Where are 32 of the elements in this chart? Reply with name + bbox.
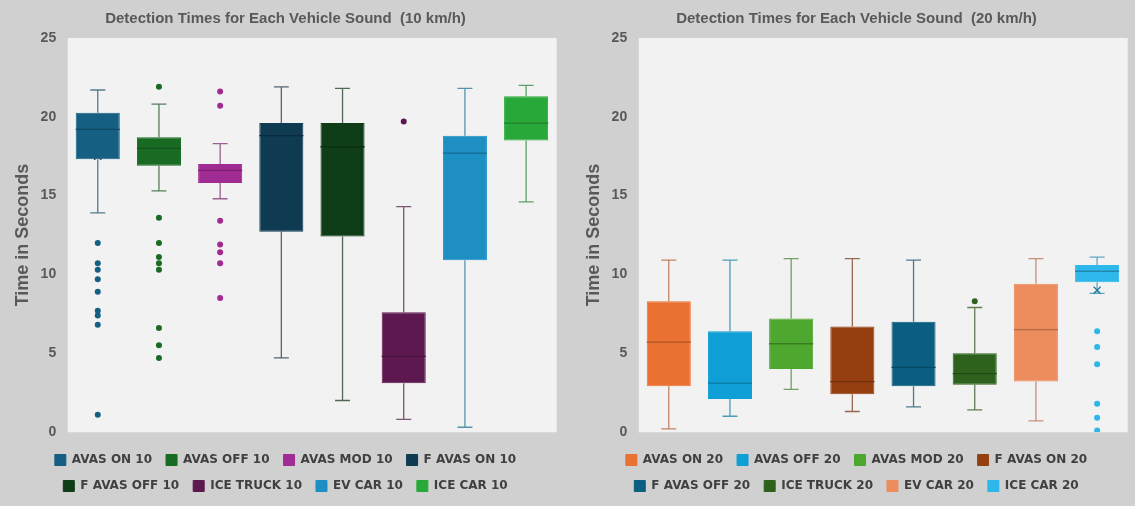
y-tick-label: 15	[611, 186, 628, 203]
legend-label: AVAS OFF 10	[183, 452, 270, 467]
y-axis-title: Time in Seconds	[582, 163, 603, 307]
legend-label: AVAS ON 10	[71, 452, 153, 467]
legend-label: F AVAS OFF 10	[80, 478, 180, 493]
y-tick-label: 10	[40, 265, 57, 282]
y-tick-label: 5	[619, 344, 628, 361]
legend-label: ICE CAR 20	[1004, 478, 1079, 493]
legend-label: ICE TRUCK 10	[210, 478, 302, 493]
legend-label: F AVAS ON 20	[994, 452, 1088, 467]
y-tick-label: 20	[611, 107, 628, 124]
y-tick-label: 25	[611, 28, 628, 45]
chart-title: Detection Times for Each Vehicle Sound (20 km/h)	[676, 9, 1037, 27]
y-tick-label: 20	[40, 107, 57, 124]
y-tick-label: 10	[611, 265, 628, 282]
legend-label: F AVAS OFF 20	[651, 478, 751, 493]
y-axis-title: Time in Seconds	[11, 163, 32, 307]
legend-label: ICE TRUCK 20	[781, 478, 873, 493]
legend-label: AVAS ON 20	[642, 452, 724, 467]
legend-label: AVAS MOD 10	[300, 452, 393, 467]
y-tick-label: 5	[48, 344, 57, 361]
chart-title: Detection Times for Each Vehicle Sound (10 km/h)	[105, 9, 466, 27]
legend-label: EV CAR 10	[332, 478, 403, 493]
y-tick-label: 25	[40, 28, 57, 45]
y-tick-label: 0	[619, 422, 628, 439]
legend-label: F AVAS ON 10	[423, 452, 517, 467]
legend-label: EV CAR 20	[903, 478, 974, 493]
y-tick-label: 15	[40, 186, 57, 203]
legend-label: AVAS MOD 20	[871, 452, 964, 467]
legend-label: ICE CAR 10	[433, 478, 508, 493]
y-tick-label: 0	[48, 422, 57, 439]
legend-label: AVAS OFF 20	[754, 452, 841, 467]
